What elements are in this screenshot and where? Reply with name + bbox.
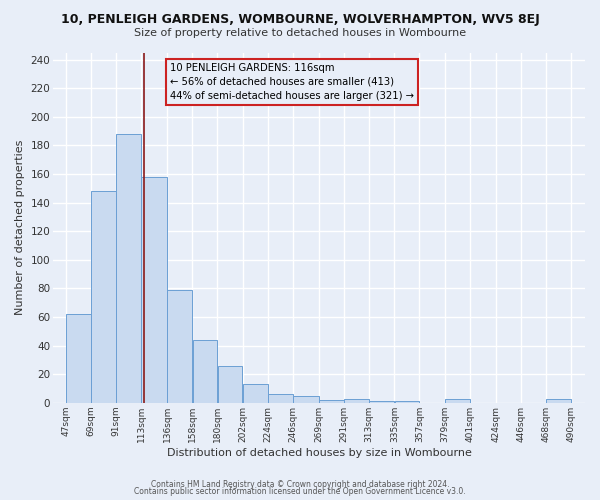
Y-axis label: Number of detached properties: Number of detached properties [15,140,25,316]
Bar [91,191,116,403]
Bar [116,134,141,403]
X-axis label: Distribution of detached houses by size in Wombourne: Distribution of detached houses by size … [167,448,472,458]
Bar [193,340,217,403]
Bar [445,398,470,403]
Bar [547,398,571,403]
Text: 10 PENLEIGH GARDENS: 116sqm
← 56% of detached houses are smaller (413)
44% of se: 10 PENLEIGH GARDENS: 116sqm ← 56% of det… [170,62,413,100]
Text: Size of property relative to detached houses in Wombourne: Size of property relative to detached ho… [134,28,466,38]
Bar [141,177,167,403]
Bar [268,394,293,403]
Bar [293,396,319,403]
Text: Contains public sector information licensed under the Open Government Licence v3: Contains public sector information licen… [134,487,466,496]
Bar [218,366,242,403]
Bar [395,402,419,403]
Bar [243,384,268,403]
Bar [319,400,344,403]
Bar [370,402,394,403]
Bar [66,314,91,403]
Bar [344,398,369,403]
Text: 10, PENLEIGH GARDENS, WOMBOURNE, WOLVERHAMPTON, WV5 8EJ: 10, PENLEIGH GARDENS, WOMBOURNE, WOLVERH… [61,12,539,26]
Text: Contains HM Land Registry data © Crown copyright and database right 2024.: Contains HM Land Registry data © Crown c… [151,480,449,489]
Bar [167,290,192,403]
